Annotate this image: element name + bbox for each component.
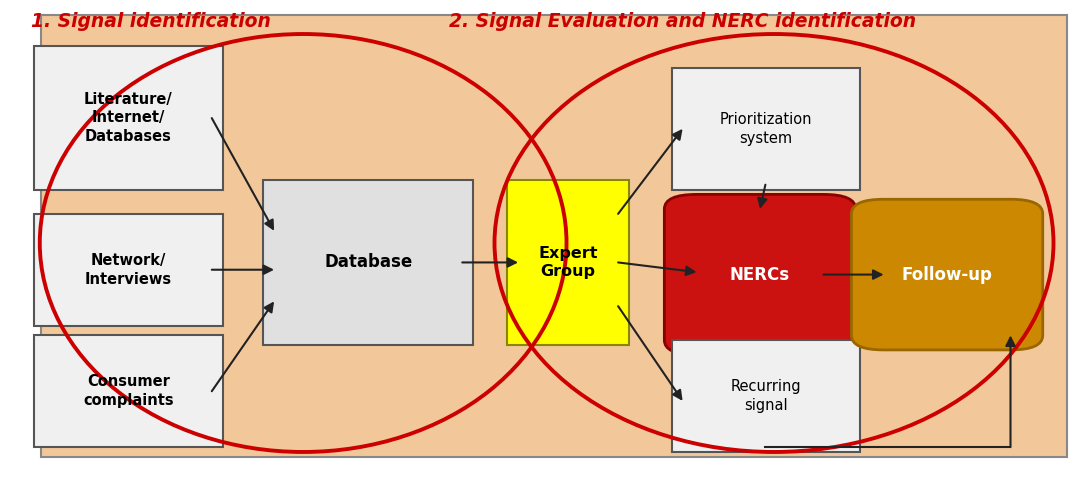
Text: Recurring
signal: Recurring signal	[731, 379, 801, 413]
FancyBboxPatch shape	[851, 199, 1043, 350]
Text: NERCs: NERCs	[730, 265, 790, 284]
FancyBboxPatch shape	[34, 335, 223, 447]
FancyBboxPatch shape	[34, 214, 223, 326]
Text: 1. Signal identification: 1. Signal identification	[30, 12, 271, 31]
FancyBboxPatch shape	[672, 340, 860, 452]
Text: Consumer
complaints: Consumer complaints	[83, 374, 174, 408]
FancyBboxPatch shape	[507, 180, 629, 345]
Text: Database: Database	[324, 253, 413, 272]
Text: Follow-up: Follow-up	[902, 265, 992, 284]
FancyBboxPatch shape	[672, 68, 860, 190]
FancyBboxPatch shape	[664, 194, 856, 355]
FancyBboxPatch shape	[263, 180, 473, 345]
Text: Network/
Interviews: Network/ Interviews	[85, 253, 172, 287]
Text: Literature/
Internet/
Databases: Literature/ Internet/ Databases	[84, 92, 173, 144]
Text: Expert
Group: Expert Group	[539, 245, 598, 279]
Text: 2. Signal Evaluation and NERC identification: 2. Signal Evaluation and NERC identifica…	[449, 12, 916, 31]
Text: Prioritization
system: Prioritization system	[719, 112, 813, 146]
FancyBboxPatch shape	[41, 15, 1067, 457]
FancyBboxPatch shape	[34, 46, 223, 190]
